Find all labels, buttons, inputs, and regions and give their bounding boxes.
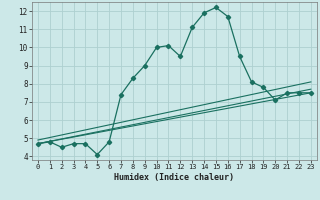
X-axis label: Humidex (Indice chaleur): Humidex (Indice chaleur)	[115, 173, 234, 182]
